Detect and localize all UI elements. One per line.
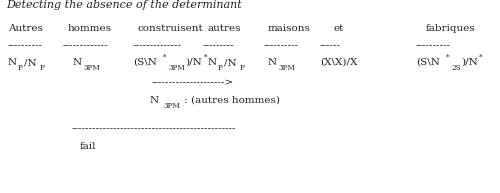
Text: (S\N: (S\N: [133, 58, 157, 67]
Text: N: N: [150, 96, 159, 105]
Text: fail: fail: [80, 142, 96, 151]
Text: (X\X)/X: (X\X)/X: [320, 58, 358, 67]
Text: *: *: [204, 54, 208, 62]
Text: Autres: Autres: [8, 24, 43, 33]
Text: hommes: hommes: [68, 24, 112, 33]
Text: fabriques: fabriques: [426, 24, 476, 33]
Text: 3PM: 3PM: [163, 102, 180, 110]
Text: -----------------------------------------------: ----------------------------------------…: [72, 124, 236, 133]
Text: Detecting the absence of the determinant: Detecting the absence of the determinant: [6, 0, 242, 10]
Text: construisent: construisent: [138, 24, 204, 33]
Text: ----------: ----------: [264, 41, 299, 50]
Text: N: N: [8, 58, 17, 67]
Text: N: N: [268, 58, 277, 67]
Text: P: P: [240, 64, 245, 72]
Text: *: *: [446, 54, 450, 62]
Text: )/N: )/N: [185, 58, 202, 67]
Text: P: P: [40, 64, 45, 72]
Text: --------------: --------------: [133, 41, 182, 50]
Text: *: *: [479, 54, 482, 62]
Text: --------------------->: --------------------->: [152, 78, 234, 87]
Text: N: N: [73, 58, 82, 67]
Text: *: *: [163, 54, 166, 62]
Text: et: et: [333, 24, 344, 33]
Text: /N: /N: [224, 58, 236, 67]
Text: autres: autres: [208, 24, 242, 33]
Text: ----------: ----------: [416, 41, 451, 50]
Text: -------------: -------------: [63, 41, 108, 50]
Text: P: P: [18, 64, 23, 72]
Text: ---------: ---------: [203, 41, 234, 50]
Text: /N: /N: [24, 58, 36, 67]
Text: 3PM: 3PM: [83, 64, 100, 72]
Text: P: P: [218, 64, 223, 72]
Text: (S\N: (S\N: [416, 58, 440, 67]
Text: maisons: maisons: [268, 24, 311, 33]
Text: 3PM: 3PM: [168, 64, 185, 72]
Text: N: N: [208, 58, 217, 67]
Text: ------: ------: [320, 41, 341, 50]
Text: 2S: 2S: [451, 64, 460, 72]
Text: 3PM: 3PM: [278, 64, 295, 72]
Text: : (autres hommes): : (autres hommes): [181, 96, 280, 105]
Text: )/N: )/N: [461, 58, 478, 67]
Text: ----------: ----------: [8, 41, 43, 50]
